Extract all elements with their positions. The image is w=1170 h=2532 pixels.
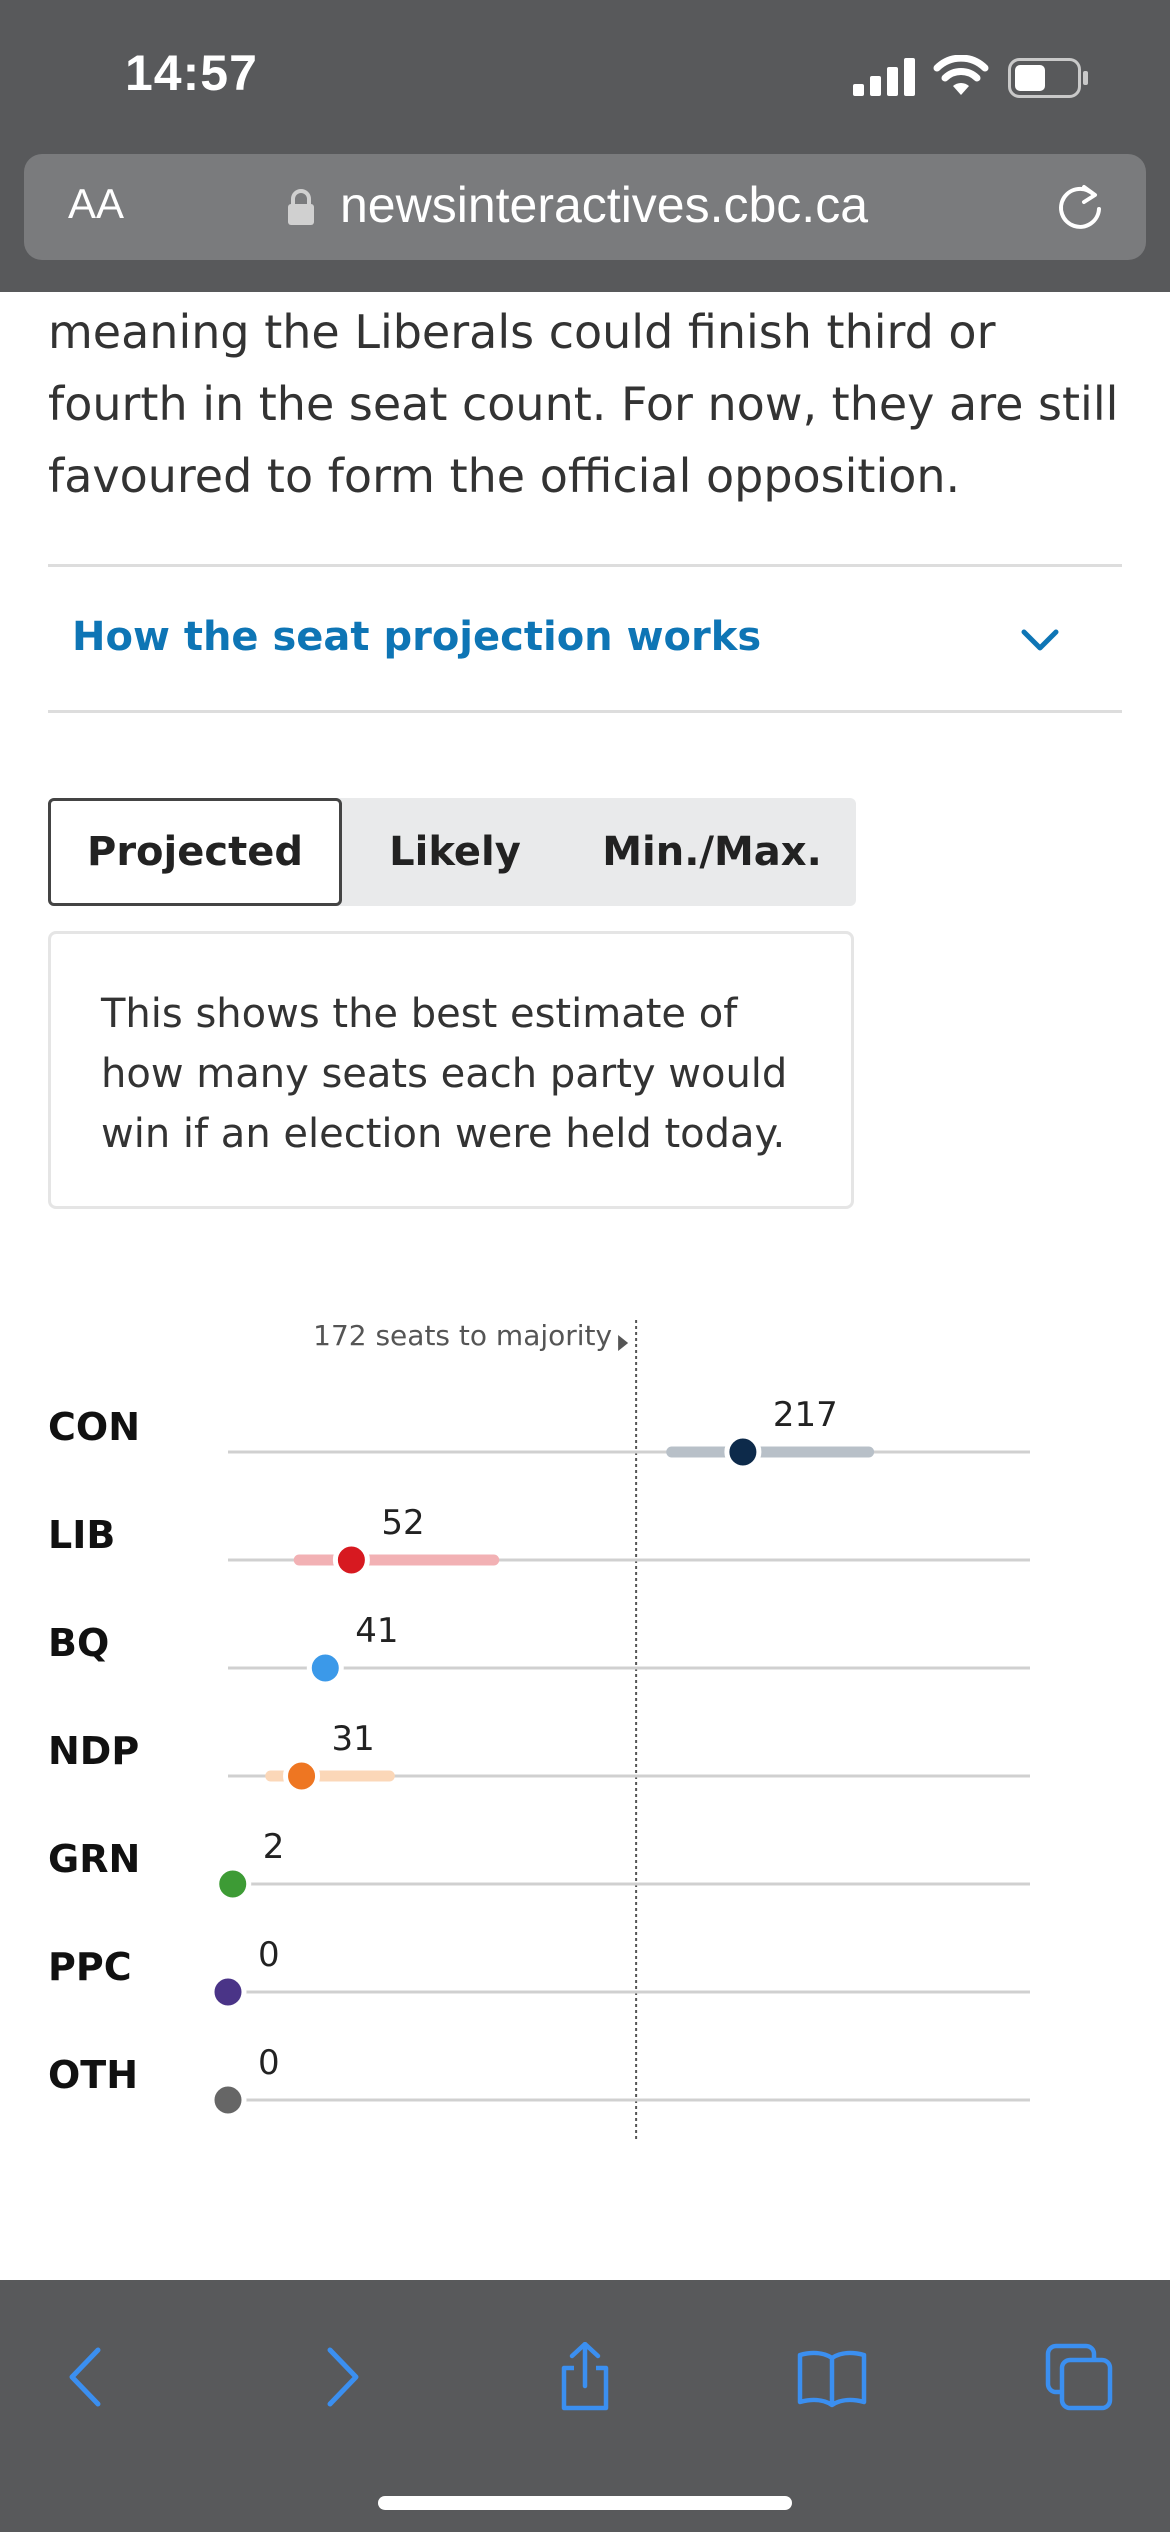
description-text: This shows the best estimate of how many…: [101, 991, 788, 1157]
chevron-down-icon: [1021, 629, 1059, 651]
status-time: 14:57: [125, 45, 258, 101]
seat-projection-accordion[interactable]: How the seat projection works: [48, 566, 1122, 712]
article-paragraph: meaning the Liberals could finish third …: [48, 305, 1119, 503]
tabs-icon[interactable]: [1044, 2342, 1114, 2412]
party-label: OTH: [48, 2053, 138, 2097]
party-dot: [724, 1433, 762, 1471]
divider: [48, 710, 1122, 713]
party-label: LIB: [48, 1513, 115, 1557]
text-size-button[interactable]: AA: [68, 180, 125, 227]
url-text[interactable]: newsinteractives.cbc.ca: [340, 177, 869, 233]
party-value-label: 2: [263, 1827, 285, 1867]
party-label: CON: [48, 1405, 140, 1449]
back-icon[interactable]: [52, 2342, 122, 2412]
party-value-label: 52: [381, 1503, 424, 1543]
forward-icon[interactable]: [306, 2342, 376, 2412]
bookmarks-icon[interactable]: [797, 2342, 867, 2412]
reload-icon[interactable]: [1054, 181, 1106, 233]
seat-projection-chart: 172 seats to majority CON 217 LIB 52 BQ 41 NDP 3…: [48, 1319, 1030, 2140]
battery-icon: [1008, 58, 1088, 98]
description-box: This shows the best estimate of how many…: [48, 931, 854, 1209]
share-icon[interactable]: [550, 2342, 620, 2412]
party-dot: [306, 1649, 344, 1687]
address-bar[interactable]: AA newsinteractives.cbc.ca: [24, 154, 1146, 260]
divider: [48, 564, 1122, 567]
projection-tabs: Projected Likely Min./Max.: [48, 798, 856, 906]
tab-likely[interactable]: Likely: [389, 829, 521, 875]
browser-chrome: 14:57 AA newsinteractives.cbc.ca: [0, 0, 1170, 292]
party-dot: [283, 1757, 321, 1795]
majority-arrow-icon: [618, 1335, 629, 1351]
wifi-icon: [933, 55, 989, 95]
party-label: GRN: [48, 1837, 140, 1881]
party-value-label: 217: [773, 1395, 838, 1435]
party-value-label: 0: [258, 2043, 280, 2083]
party-label: NDP: [48, 1729, 139, 1773]
cellular-signal-icon: [853, 58, 915, 96]
browser-toolbar: [0, 2280, 1170, 2532]
party-dot: [332, 1541, 370, 1579]
tab-min-max[interactable]: Min./Max.: [602, 829, 822, 875]
party-value-label: 31: [332, 1719, 375, 1759]
majority-label: 172 seats to majority: [313, 1319, 612, 1352]
party-value-label: 0: [258, 1935, 280, 1975]
home-indicator: [378, 2496, 792, 2510]
party-label: PPC: [48, 1945, 132, 1989]
party-dot: [209, 2081, 247, 2119]
lock-icon: [288, 189, 314, 225]
party-label: BQ: [48, 1621, 109, 1665]
tab-projected[interactable]: Projected: [48, 798, 342, 906]
accordion-label: How the seat projection works: [72, 614, 762, 660]
party-value-label: 41: [355, 1611, 398, 1651]
party-dot: [209, 1973, 247, 2011]
party-dot: [214, 1865, 252, 1903]
